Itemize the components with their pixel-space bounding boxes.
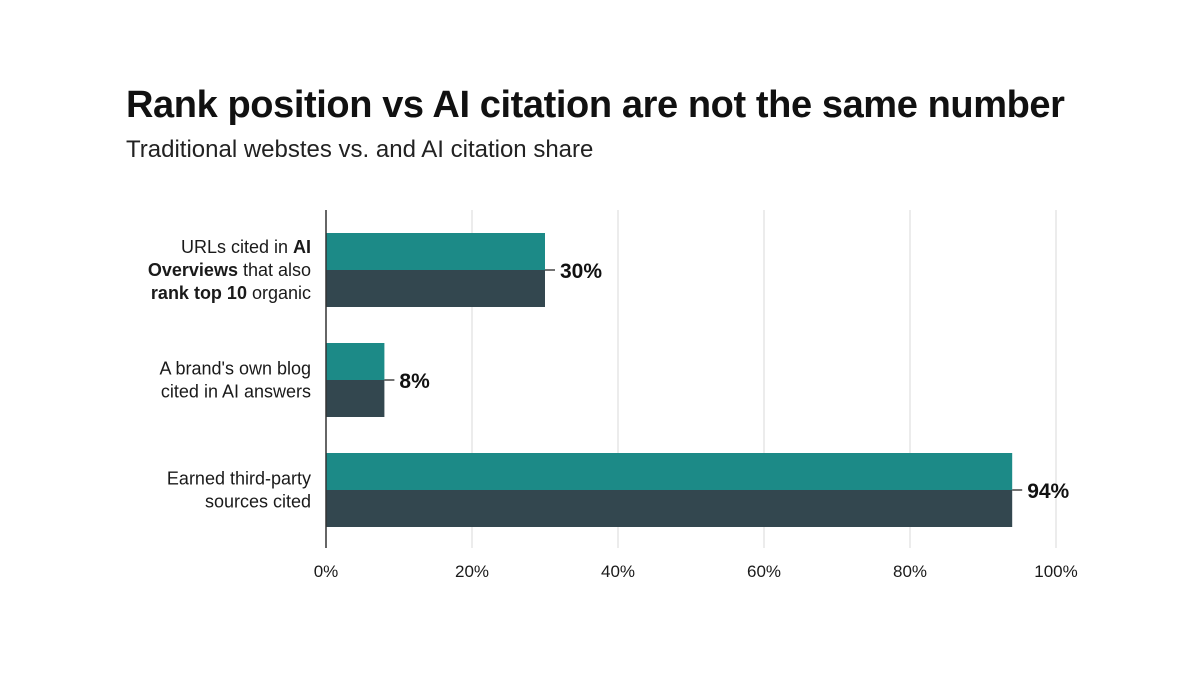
bar-top-segment bbox=[326, 453, 1013, 490]
bar-bottom-segment bbox=[326, 380, 385, 417]
bars bbox=[326, 233, 1013, 527]
x-tick-label: 0% bbox=[314, 562, 339, 581]
category-label: Earned third-party sources cited bbox=[167, 469, 311, 512]
bar bbox=[326, 343, 385, 417]
chart-title: Rank position vs AI citation are not the… bbox=[126, 84, 1065, 126]
bar-top-segment bbox=[326, 343, 385, 380]
value-labels: 30% 8% 94% bbox=[384, 260, 1070, 503]
bar bbox=[326, 453, 1013, 527]
x-axis-ticks: 0% 20% 40% 60% 80% 100% bbox=[314, 562, 1078, 581]
x-tick-label: 40% bbox=[601, 562, 635, 581]
bar bbox=[326, 233, 545, 307]
bar-top-segment bbox=[326, 233, 545, 270]
value-label: 30% bbox=[560, 260, 602, 283]
bar-bottom-segment bbox=[326, 490, 1013, 527]
category-label: URLs cited in AI Overviews that also rank … bbox=[148, 237, 311, 303]
value-label: 94% bbox=[1027, 480, 1069, 503]
category-label: A brand's own blog cited in AI answers bbox=[159, 359, 311, 402]
x-tick-label: 60% bbox=[747, 562, 781, 581]
chart-subtitle: Traditional webstes vs. and AI citation … bbox=[126, 136, 594, 163]
x-tick-label: 100% bbox=[1034, 562, 1077, 581]
category-labels: URLs cited in AI Overviews that also rank … bbox=[148, 237, 311, 512]
x-tick-label: 80% bbox=[893, 562, 927, 581]
value-label: 8% bbox=[399, 370, 430, 393]
bar-bottom-segment bbox=[326, 270, 545, 307]
x-tick-label: 20% bbox=[455, 562, 489, 581]
